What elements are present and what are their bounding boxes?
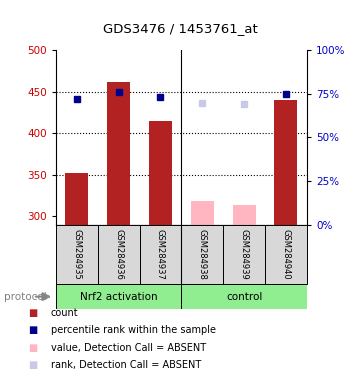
- Bar: [181, 225, 223, 284]
- Bar: [149, 121, 172, 225]
- Text: GSM284940: GSM284940: [282, 229, 291, 280]
- Bar: [56, 284, 181, 309]
- Bar: [265, 225, 307, 284]
- Bar: [274, 100, 297, 225]
- Text: ■: ■: [28, 343, 37, 353]
- Text: count: count: [51, 308, 78, 318]
- Bar: [191, 201, 214, 225]
- Text: control: control: [226, 291, 262, 302]
- Text: ■: ■: [28, 308, 37, 318]
- Text: ■: ■: [28, 325, 37, 335]
- Bar: [98, 225, 140, 284]
- Text: GSM284938: GSM284938: [198, 229, 207, 280]
- Text: GSM284937: GSM284937: [156, 229, 165, 280]
- Text: percentile rank within the sample: percentile rank within the sample: [51, 325, 216, 335]
- Text: protocol: protocol: [4, 291, 46, 302]
- Bar: [140, 225, 181, 284]
- Text: GSM284939: GSM284939: [240, 229, 249, 280]
- Bar: [181, 284, 307, 309]
- Text: rank, Detection Call = ABSENT: rank, Detection Call = ABSENT: [51, 360, 201, 370]
- Bar: [107, 81, 130, 225]
- Bar: [65, 173, 88, 225]
- Bar: [56, 225, 98, 284]
- Text: ■: ■: [28, 360, 37, 370]
- Text: Nrf2 activation: Nrf2 activation: [80, 291, 157, 302]
- Text: GSM284936: GSM284936: [114, 229, 123, 280]
- Bar: [232, 205, 256, 225]
- Text: value, Detection Call = ABSENT: value, Detection Call = ABSENT: [51, 343, 206, 353]
- Text: GDS3476 / 1453761_at: GDS3476 / 1453761_at: [103, 22, 258, 35]
- Text: GSM284935: GSM284935: [72, 229, 81, 280]
- Bar: [223, 225, 265, 284]
